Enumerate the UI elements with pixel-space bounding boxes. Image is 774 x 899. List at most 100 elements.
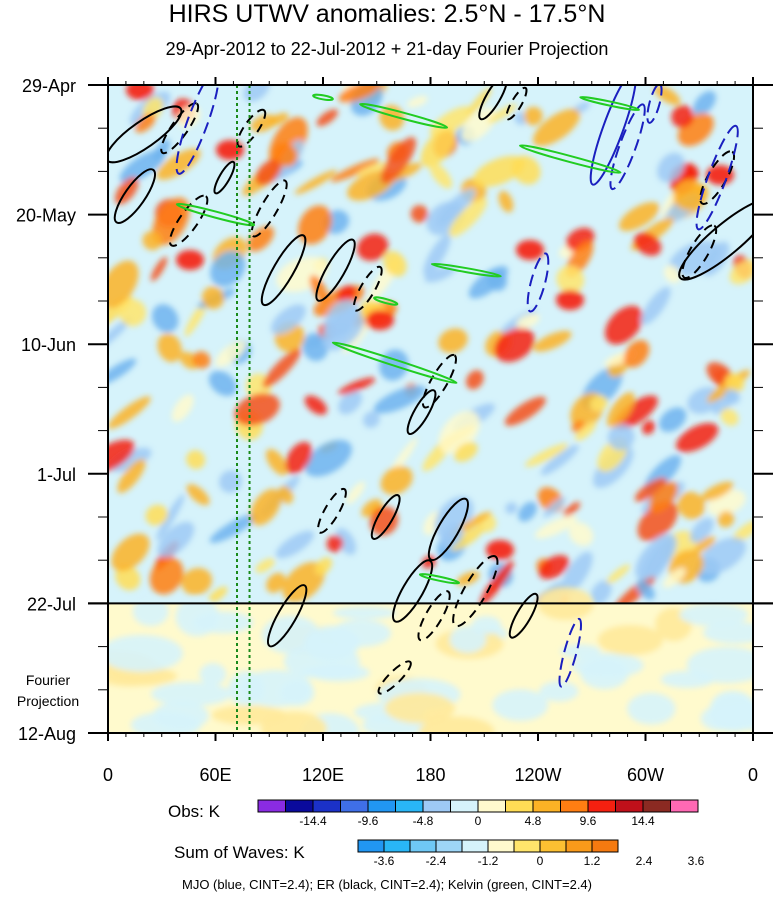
obs-anomaly-cell [543,497,566,518]
obs-anomaly-cell [420,128,456,168]
obs-anomaly-cell [294,169,338,195]
obs-anomaly-cell [234,393,280,426]
obs-colorbar-swatch [670,799,699,813]
obs-colorbar-tick-label: -14.4 [299,814,327,828]
obs-anomaly-cell [285,441,313,475]
y-tick-label: 10-Jun [21,335,76,355]
obs-anomaly-cell [338,377,376,395]
sow-colorbar-tick-label: 0 [537,854,544,868]
obs-anomaly-cell [494,327,535,363]
obs-anomaly-cell [157,333,182,363]
obs-anomaly-cell [514,111,528,125]
obs-anomaly-cell [324,299,359,339]
obs-anomaly-cell [262,348,301,388]
obs-colorbar-swatch [615,799,644,813]
obs-anomaly-cell [634,232,662,256]
obs-anomaly-cell [424,265,456,283]
obs-anomaly-cell [108,317,132,352]
projection-cell [627,692,676,725]
sow-colorbar-tick-label: 2.4 [636,854,653,868]
sow-colorbar-tick-label: 1.2 [584,854,601,868]
projection-cell [132,596,169,626]
er-wave-contour [417,590,451,642]
obs-anomaly-cell [209,513,258,543]
obs-anomaly-cell [538,555,570,580]
obs-anomaly-cell [635,533,677,580]
obs-anomaly-cell [298,205,332,245]
obs-anomaly-cell [149,557,184,595]
sow-colorbar-swatch [565,839,593,853]
y-tick-label: 29-Apr [22,76,76,96]
obs-anomaly-cell [642,420,656,435]
obs-anomaly-cell [448,197,487,237]
er-wave-contour [160,102,200,155]
projection-blobs [108,587,753,733]
obs-anomaly-cell [524,443,568,467]
obs-anomaly-cell [186,484,210,506]
x-tick-label: 120E [302,765,344,785]
obs-anomaly-cell [186,450,206,470]
heatmap-field [108,85,753,733]
er-wave-contour [392,559,434,623]
obs-colorbar-swatch [587,799,616,813]
sow-colorbar-swatch [383,839,411,853]
obs-anomaly-cell [356,162,388,178]
projection-cell [539,681,579,702]
obs-anomaly-cell [724,389,741,405]
obs-anomaly-cell [316,109,339,127]
obs-anomaly-cell [207,586,228,603]
obs-anomaly-cell [614,395,658,430]
obs-anomaly-cell [702,241,730,276]
er-wave-contour [681,224,718,279]
wave-legend-footer: MJO (blue, CINT=2.4); ER (black, CINT=2.… [182,877,592,892]
obs-anomaly-cell [720,408,739,426]
obs-anomaly-cell [717,511,735,528]
obs-anomaly-cell [607,424,635,451]
obs-colorbar-swatch [367,799,396,813]
obs-anomaly-cell [266,572,286,593]
obs-anomaly-cell [673,179,706,211]
chart-subtitle: 29-Apr-2012 to 22-Jul-2012 + 21-day Four… [165,39,609,59]
obs-anomaly-blobs [108,85,753,625]
projection-cell [151,682,232,707]
obs-colorbar-swatch [560,799,589,813]
mjo-wave-contour [526,252,550,313]
er-wave-contour [267,584,308,648]
projection-cell [560,644,601,658]
obs-anomaly-cell [272,142,298,167]
obs-anomaly-cell [634,477,667,502]
obs-anomaly-cell [590,580,612,605]
mjo-wave-contour [609,103,646,191]
obs-anomaly-cell [556,265,585,294]
obs-anomaly-cell [250,114,278,133]
obs-anomaly-cell [498,190,514,213]
obs-colorbar-tick-label: 14.4 [631,814,655,828]
obs-anomaly-cell [516,313,540,329]
projection-cell [679,603,749,627]
obs-anomaly-cell [663,265,681,283]
obs-anomaly-cell [518,501,537,522]
er-wave-contour [406,389,437,436]
obs-anomaly-cell [108,439,135,474]
x-tick-label: 60W [627,765,664,785]
mjo-wave-contour [646,85,663,124]
colorbar-legends: -14.4 -9.6 -4.8 0 4.8 9.6 14.4 -3.6 -2.4 -1.2 0 1.2… [257,799,705,868]
obs-anomaly-cell [487,104,517,124]
er-wave-contour [260,234,307,307]
projection-cell [492,689,549,721]
obs-anomaly-cell [456,571,480,586]
obs-anomaly-cell [662,567,686,588]
obs-anomaly-cell [278,486,294,504]
obs-anomaly-cell [145,504,168,526]
chart-title: HIRS UTWV anomalies: 2.5°N - 17.5°N [168,0,606,28]
obs-anomaly-cell [157,521,195,558]
obs-anomaly-cell [357,233,389,261]
obs-anomaly-cell [466,370,484,390]
y-tick-label: 12-Aug [18,724,76,744]
obs-colorbar-swatch [395,799,424,813]
obs-anomaly-cell [657,152,685,183]
obs-anomaly-cell [575,421,597,441]
projection-cell [597,625,663,656]
obs-anomaly-cell [701,481,734,501]
obs-anomaly-cell [171,394,194,422]
